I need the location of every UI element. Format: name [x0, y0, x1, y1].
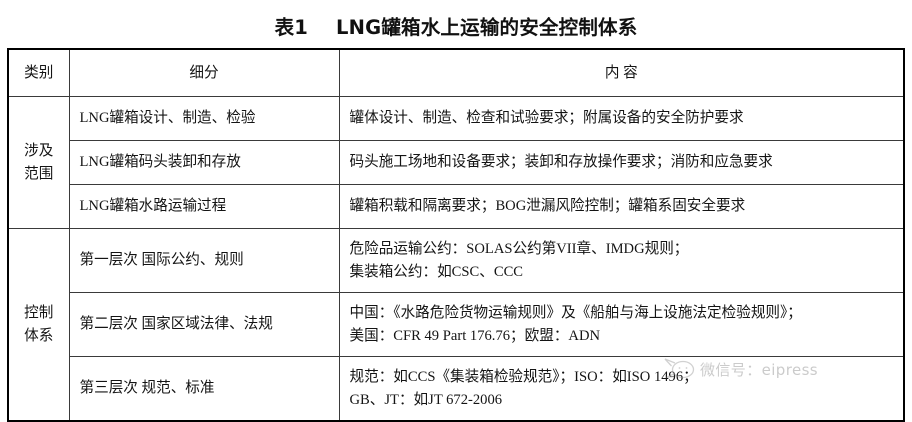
table-header-row: 类别 细分 内 容 — [7, 48, 905, 97]
column-header-category: 类别 — [7, 48, 70, 97]
category-cell-control-system: 控制 体系 — [7, 228, 70, 422]
table-row: 第二层次 国家区域法律、法规 中国：《水路危险货物运输规则》及《船舶与海上设施法… — [8, 292, 905, 357]
content-cell: 危险品运输公约：SOLAS公约第VII章、IMDG规则； 集装箱公约：如CSC、… — [338, 228, 905, 293]
table-row: LNG罐箱码头装卸和存放 码头施工场地和设备要求；装卸和存放操作要求；消防和应急… — [8, 140, 905, 185]
subdivision-cell: LNG罐箱水路运输过程 — [68, 184, 340, 229]
page-title: 表1 LNG罐箱水上运输的安全控制体系 — [274, 16, 638, 39]
subdivision-cell: LNG罐箱设计、制造、检验 — [68, 96, 340, 141]
content-cell: 中国：《水路危险货物运输规则》及《船舶与海上设施法定检验规则》； 美国：CFR … — [338, 292, 905, 357]
safety-control-table: 类别 细分 内 容 涉及 范围 LNG罐箱设计、制造、检验 罐体设计、制造、检查… — [7, 48, 905, 422]
subdivision-cell: 第一层次 国际公约、规则 — [68, 228, 340, 293]
content-cell: 罐体设计、制造、检查和试验要求；附属设备的安全防护要求 — [338, 96, 905, 141]
subdivision-cell: 第二层次 国家区域法律、法规 — [68, 292, 340, 357]
subdivision-cell: LNG罐箱码头装卸和存放 — [68, 140, 340, 185]
table-row: 涉及 范围 LNG罐箱设计、制造、检验 罐体设计、制造、检查和试验要求；附属设备… — [7, 96, 905, 229]
column-header-subdivision: 细分 — [68, 48, 340, 97]
table-row: LNG罐箱水路运输过程 罐箱积载和隔离要求；BOG泄漏风险控制；罐箱系固安全要求 — [8, 184, 905, 229]
category-cell-scope: 涉及 范围 — [7, 96, 70, 229]
table-row: 控制 体系 第一层次 国际公约、规则 危险品运输公约：SOLAS公约第VII章、… — [7, 228, 905, 422]
content-cell: 罐箱积载和隔离要求；BOG泄漏风险控制；罐箱系固安全要求 — [338, 184, 905, 229]
column-header-content: 内 容 — [338, 48, 905, 97]
table-container: 类别 细分 内 容 涉及 范围 LNG罐箱设计、制造、检验 罐体设计、制造、检查… — [7, 48, 905, 422]
table-row: 第三层次 规范、标准 规范：如CCS《集装箱检验规范》；ISO：如ISO 149… — [8, 356, 905, 422]
content-cell: 规范：如CCS《集装箱检验规范》；ISO：如ISO 1496； GB、JT：如J… — [338, 356, 905, 422]
content-cell: 码头施工场地和设备要求；装卸和存放操作要求；消防和应急要求 — [338, 140, 905, 185]
subdivision-cell: 第三层次 规范、标准 — [68, 356, 340, 422]
